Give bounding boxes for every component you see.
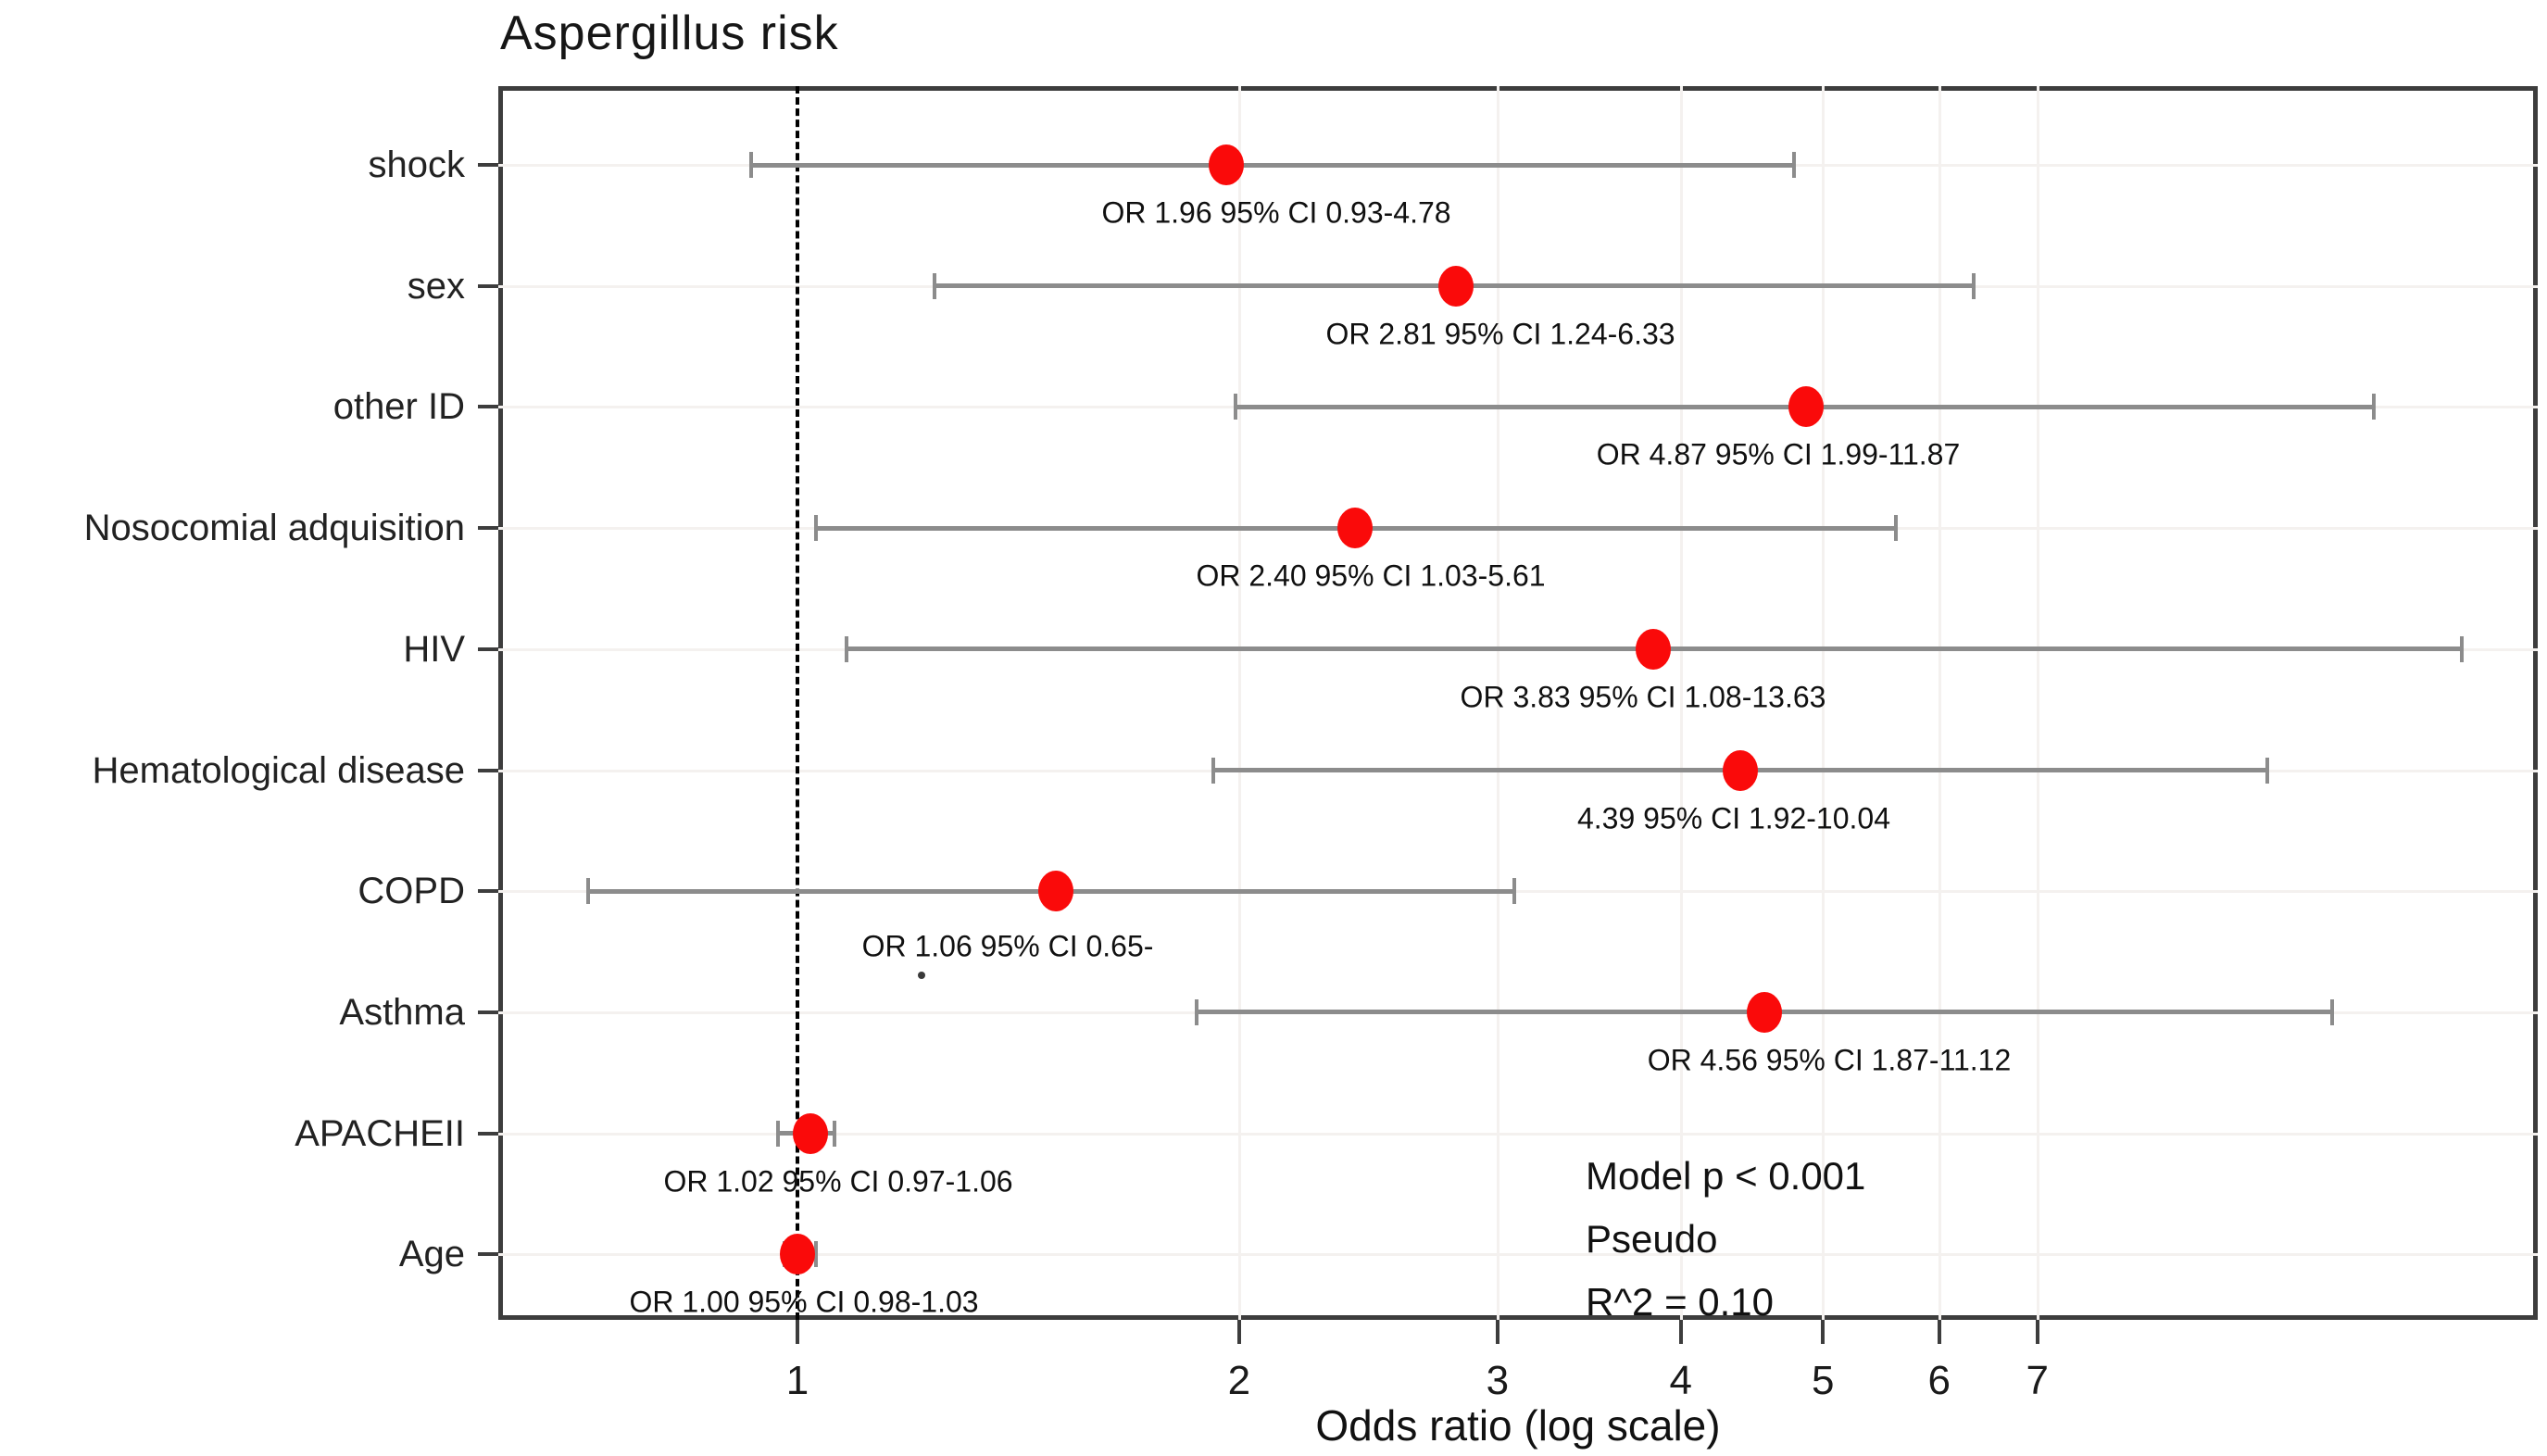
or-point (1037, 871, 1073, 912)
gridline-horizontal (498, 1253, 2538, 1257)
r-squared-text: R^2 = 0.10 (1586, 1280, 1775, 1324)
x-tick-label: 1 (785, 1358, 809, 1403)
gridline-vertical (2036, 86, 2039, 1320)
ci-cap-low (1211, 757, 1215, 784)
x-axis-tick (2035, 1320, 2039, 1344)
or-point (1208, 144, 1244, 185)
ci-cap-high (1792, 152, 1797, 178)
row-label: Hematological disease (92, 749, 465, 791)
or-ci-annotation: OR 1.06 95% CI 0.65- (861, 929, 1154, 963)
x-tick-label: 4 (1669, 1358, 1693, 1403)
row-label: Nosocomial adquisition (83, 508, 465, 549)
x-tick-label: 2 (1227, 1358, 1251, 1403)
x-axis-tick (1495, 1320, 1499, 1344)
or-point (1437, 265, 1474, 307)
or-point (780, 1234, 815, 1275)
model-p-text: Model p < 0.001 (1586, 1154, 1866, 1198)
y-axis-tick (478, 646, 498, 651)
chart-title: Aspergillus risk (500, 6, 839, 60)
gridline-vertical (1822, 86, 1826, 1320)
ci-cap-high (1894, 515, 1899, 542)
x-tick-label: 6 (1927, 1358, 1951, 1403)
row-label: APACHEII (295, 1112, 465, 1154)
or-point (1635, 628, 1671, 670)
or-point (1337, 508, 1374, 549)
ci-cap-low (585, 878, 590, 905)
row-label: COPD (358, 871, 465, 912)
y-axis-tick (478, 1252, 498, 1257)
or-ci-annotation: OR 4.87 95% CI 1.99-11.87 (1596, 437, 1961, 471)
y-axis-tick (478, 163, 498, 167)
y-axis-tick (478, 1010, 498, 1014)
x-axis-tick (1678, 1320, 1683, 1344)
pseudo-text: Pseudo (1586, 1217, 1718, 1261)
x-axis-label: Odds ratio (log scale) (1315, 1401, 1721, 1450)
x-axis-tick (1236, 1320, 1241, 1344)
or-ci-annotation: OR 1.00 95% CI 0.98-1.03 (629, 1285, 979, 1319)
or-ci-annotation: OR 2.81 95% CI 1.24-6.33 (1325, 317, 1675, 351)
reference-line-or-1 (796, 86, 799, 1320)
ci-cap-high (1512, 878, 1516, 905)
y-axis-tick (478, 283, 498, 288)
row-label: sex (407, 265, 465, 307)
gridline-horizontal (498, 890, 2538, 894)
gridline-vertical (1237, 86, 1241, 1320)
row-label: Asthma (339, 991, 465, 1033)
ci-cap-high (814, 1241, 819, 1268)
gridline-vertical (1679, 86, 1683, 1320)
ci-cap-low (1234, 394, 1238, 420)
ci-cap-high (833, 1120, 837, 1147)
x-tick-label: 7 (2026, 1358, 2050, 1403)
or-ci-annotation: OR 3.83 95% CI 1.08-13.63 (1460, 680, 1826, 714)
y-axis-tick (478, 405, 498, 409)
gridline-vertical (1496, 86, 1499, 1320)
row-label: shock (368, 144, 466, 185)
ci-cap-high (2265, 757, 2269, 784)
row-label: Age (398, 1234, 465, 1275)
y-axis-tick (478, 526, 498, 531)
x-axis-tick (796, 1320, 799, 1344)
row-label: other ID (332, 386, 465, 428)
or-ci-annotation: OR 1.02 95% CI 0.97-1.06 (663, 1164, 1013, 1199)
ci-cap-low (776, 1120, 781, 1147)
row-label: HIV (403, 628, 465, 670)
gridline-horizontal (498, 1132, 2538, 1136)
x-tick-label: 5 (1812, 1358, 1835, 1403)
y-axis-tick (478, 1131, 498, 1136)
model-stats-block: Model p < 0.001 Pseudo R^2 = 0.10 (1586, 1152, 1865, 1341)
ci-cap-low (1194, 998, 1198, 1025)
or-point (792, 1112, 828, 1154)
or-ci-annotation: OR 4.56 95% CI 1.87-11.12 (1647, 1043, 2012, 1077)
or-point (1788, 386, 1825, 428)
or-point (1722, 749, 1758, 791)
ci-cap-high (1971, 272, 1976, 299)
y-axis-tick (478, 768, 498, 772)
truncated-text-dot (918, 972, 925, 979)
x-axis-tick (1937, 1320, 1941, 1344)
or-ci-annotation: OR 2.40 95% CI 1.03-5.61 (1196, 559, 1546, 593)
ci-cap-low (814, 515, 819, 542)
x-axis-tick (1821, 1320, 1826, 1344)
or-ci-annotation: 4.39 95% CI 1.92-10.04 (1576, 801, 1891, 835)
gridline-vertical (1938, 86, 1941, 1320)
ci-cap-high (2460, 635, 2465, 662)
ci-whisker-line (751, 162, 1795, 168)
ci-cap-low (844, 635, 848, 662)
ci-cap-high (2372, 394, 2377, 420)
x-tick-label: 3 (1486, 1358, 1510, 1403)
ci-cap-high (2330, 998, 2335, 1025)
or-point (1746, 991, 1782, 1033)
plot-area (498, 86, 2538, 1320)
ci-cap-low (749, 152, 754, 178)
or-ci-annotation: OR 1.96 95% CI 0.93-4.78 (1101, 195, 1451, 230)
y-axis-tick (478, 889, 498, 894)
ci-cap-low (932, 272, 936, 299)
